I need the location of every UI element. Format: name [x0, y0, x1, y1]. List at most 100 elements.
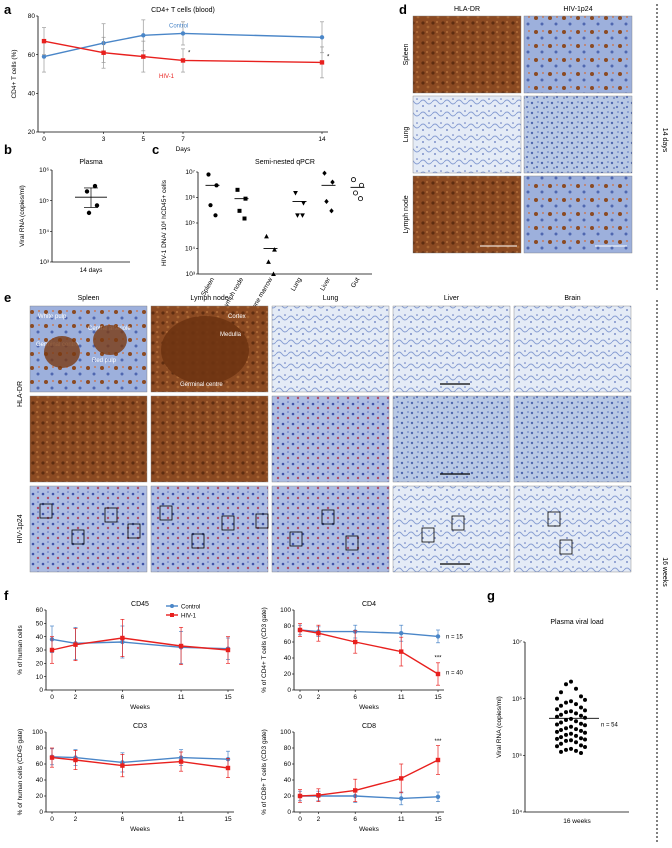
y-axis-label: Viral RNA (copies/ml) [496, 696, 503, 758]
data-point-hiv [319, 60, 325, 65]
histology-image [29, 485, 148, 573]
data-point [574, 748, 578, 753]
data-point [208, 203, 213, 208]
data-point [559, 720, 563, 725]
data-point [358, 182, 364, 188]
panel-label-a: a [4, 2, 12, 17]
y-axis-label: HIV-1 DNA/ 10⁶ hCD45+ cells [161, 179, 168, 266]
cell-highlight-box [547, 511, 561, 527]
significance-marker: * [188, 51, 191, 57]
x-tick-label: 0 [298, 694, 302, 701]
y-tick-label: 10⁴ [39, 229, 49, 236]
data-point [206, 172, 211, 177]
y-tick-label: 20 [36, 793, 44, 800]
legend-label-control: Control [181, 604, 200, 610]
y-tick-label: 10⁵ [185, 220, 195, 227]
data-point-hiv [178, 759, 184, 764]
panel-label-b: b [4, 142, 12, 157]
data-point-hiv [120, 635, 125, 641]
data-point-hiv [49, 647, 55, 653]
histology-image [523, 15, 633, 94]
column-label: Liver [444, 295, 460, 302]
cell-highlight-box [221, 515, 235, 531]
x-tick-label: 15 [434, 816, 442, 823]
data-point-hiv [399, 649, 404, 654]
column-label: Spleen [78, 295, 100, 302]
cell-highlight-box [421, 527, 435, 543]
histology-image [412, 175, 522, 254]
data-point-hiv [120, 763, 125, 768]
panel-label-c: c [152, 142, 159, 157]
data-point [235, 187, 240, 192]
follicle [93, 325, 127, 355]
data-point-hiv [353, 788, 358, 793]
x-tick-label: 6 [353, 694, 357, 701]
series-line-control [51, 756, 229, 764]
data-point-hiv [316, 793, 321, 798]
cell-highlight-box [289, 531, 303, 547]
column-label: Lymph node [190, 295, 228, 302]
data-point-hiv [73, 642, 78, 647]
y-tick-label: 40 [36, 777, 44, 784]
data-point-hiv [178, 643, 184, 649]
y-tick-label: 40 [28, 91, 36, 98]
data-point-control [180, 31, 186, 36]
x-tick-label: 2 [74, 694, 78, 701]
follicle [44, 336, 80, 368]
annotation-label: White pulp [38, 314, 67, 320]
cell-highlight-box [451, 515, 465, 531]
data-point [579, 736, 583, 741]
x-tick-label: 11 [398, 816, 405, 823]
histology-image [271, 485, 390, 573]
data-point-hiv [297, 793, 303, 799]
panel-label-e: e [4, 290, 11, 305]
data-point [559, 727, 563, 732]
y-tick-label: 10⁶ [185, 195, 195, 202]
x-tick-label: 11 [178, 816, 185, 823]
data-point [242, 216, 247, 221]
chart-title: Plasma viral load [550, 619, 603, 626]
data-point [564, 710, 568, 715]
data-point-control [399, 796, 404, 801]
data-point [264, 233, 269, 239]
x-tick-label: 6 [353, 816, 357, 823]
cell-highlight-box [255, 513, 269, 529]
cell-highlight-box [127, 523, 141, 539]
x-tick-label: 7 [181, 136, 185, 143]
data-point-hiv [49, 755, 55, 760]
x-tick-label: 15 [224, 694, 232, 701]
data-point [559, 735, 563, 740]
data-point [569, 699, 573, 704]
histology-image [513, 305, 632, 393]
y-tick-label: 60 [284, 639, 292, 646]
y-tick-label: 10⁷ [185, 169, 195, 176]
y-tick-label: 100 [32, 729, 43, 736]
y-tick-label: 40 [284, 777, 292, 784]
data-point [92, 183, 98, 189]
x-tick-label: 11 [398, 694, 405, 701]
chart-plasma-14d: 10³ 10⁴ 10⁵ 10⁶ Viral RNA (copies/ml) Plasma 1… [19, 159, 130, 274]
x-tick-label: 6 [121, 816, 125, 823]
chart-title: CD4 [362, 601, 376, 608]
y-tick-label: 40 [36, 634, 44, 641]
data-point [352, 190, 358, 196]
column-label: HLA-DR [454, 6, 480, 13]
y-tick-label: 0 [287, 809, 291, 816]
histology-image [29, 395, 148, 483]
cell-highlight-box [345, 535, 359, 551]
y-tick-label: 10⁵ [39, 198, 49, 205]
data-point [295, 213, 300, 218]
histology-image [392, 305, 511, 393]
data-point-hiv [353, 639, 358, 645]
data-point-hiv [225, 765, 231, 771]
annotation-label: Medulla [220, 332, 242, 338]
data-point-hiv [399, 776, 404, 781]
data-point [574, 733, 578, 738]
y-tick-label: 80 [28, 13, 36, 20]
row-label: HIV-1p24 [17, 514, 24, 543]
x-tick-label: 5 [141, 136, 145, 143]
y-tick-label: 20 [28, 129, 36, 136]
data-point [574, 727, 578, 732]
data-point [564, 738, 568, 743]
data-point [579, 694, 583, 699]
